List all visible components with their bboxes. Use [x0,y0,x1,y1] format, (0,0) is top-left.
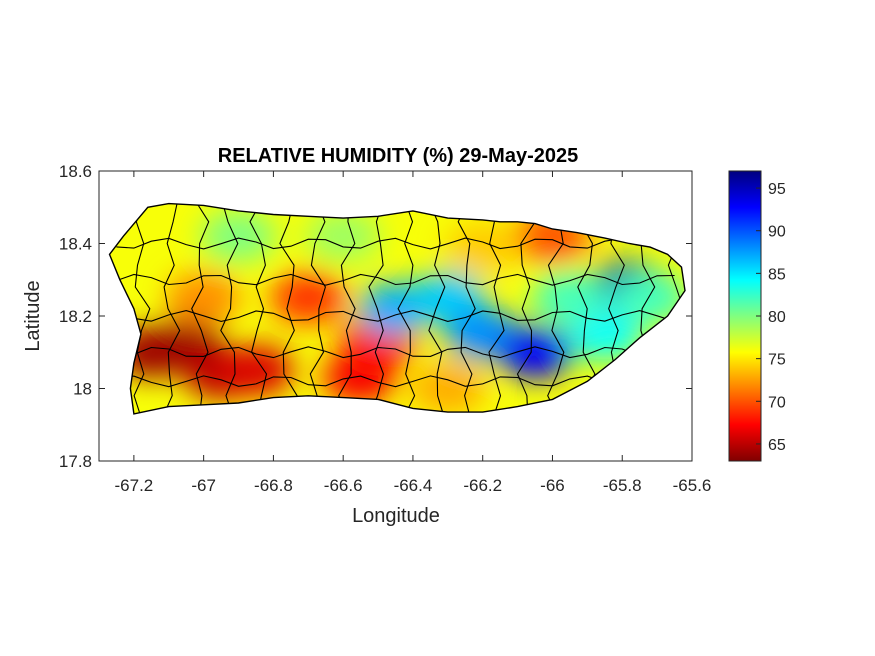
colorbar-tick-label: 80 [768,309,786,326]
x-axis-label: Longitude [352,505,440,527]
humidity-cell [200,210,277,263]
colorbar-bar [728,170,762,462]
colorbar-tick-label: 70 [768,394,786,411]
municipality-boundary [191,203,210,414]
x-tick-label: -66.4 [394,476,433,495]
y-tick-label: 18.4 [59,235,92,254]
humidity-cell [444,221,521,274]
x-tick-label: -65.6 [673,476,712,495]
municipality-boundary [220,203,239,414]
municipality-boundary [516,203,536,414]
x-tick-label: -66.8 [254,476,293,495]
y-tick-label: 18 [73,380,92,399]
municipality-boundaries [116,203,684,414]
municipality-boundary [249,203,268,414]
municipality-boundary [309,203,327,414]
municipality-boundary [368,203,385,414]
x-tick-label: -66.2 [463,476,502,495]
municipality-boundary [338,203,356,414]
colorbar-tick-label: 65 [768,437,786,454]
municipality-boundary [547,203,565,414]
municipality-boundary [457,203,476,414]
x-tick-label: -65.8 [603,476,642,495]
humidity-cell [612,271,685,324]
municipality-boundary [427,203,446,414]
x-tick-label: -66 [540,476,565,495]
colorbar-tick-label: 95 [768,181,786,198]
municipality-boundary [397,203,416,414]
x-tick-label: -67 [191,476,216,495]
municipality-boundary [116,375,675,388]
x-tick-label: -67.2 [115,476,154,495]
y-axis-label: Latitude [22,280,44,351]
x-axis-ticks: -67.2 -67 -66.8 -66.6 -66.4 -66.2 -66 -65.8 -65.… [115,171,712,495]
municipality-boundary [116,237,675,250]
chart-title: RELATIVE HUMIDITY (%) 29-May-2025 [218,145,578,167]
municipality-boundary [116,310,675,322]
y-tick-label: 18.6 [59,162,92,181]
colorbar-tick-label: 90 [768,224,786,241]
y-axis-ticks: 17.8 18 18.2 18.4 18.6 [59,162,692,471]
humidity-cell [497,326,574,379]
municipality-boundary [279,203,298,414]
colorbar: 65 70 75 80 85 90 95 [728,170,786,462]
y-tick-label: 17.8 [59,452,92,471]
coastline [108,202,686,415]
y-tick-label: 18.2 [59,307,92,326]
colorbar-ticks: 65 70 75 80 85 90 95 [756,181,786,454]
colorbar-tick-label: 75 [768,352,786,369]
humidity-cell [409,362,486,414]
municipality-boundary [161,203,181,414]
municipality-boundary [116,273,675,286]
colorbar-tick-label: 85 [768,266,786,283]
x-tick-label: -66.6 [324,476,363,495]
municipality-boundary [488,203,506,414]
plot-area: -67.2 -67 -66.8 -66.6 -66.4 -66.2 -66 -65.8 -65.… [59,162,711,495]
municipality-boundary [133,203,151,414]
municipality-boundary [116,346,675,359]
